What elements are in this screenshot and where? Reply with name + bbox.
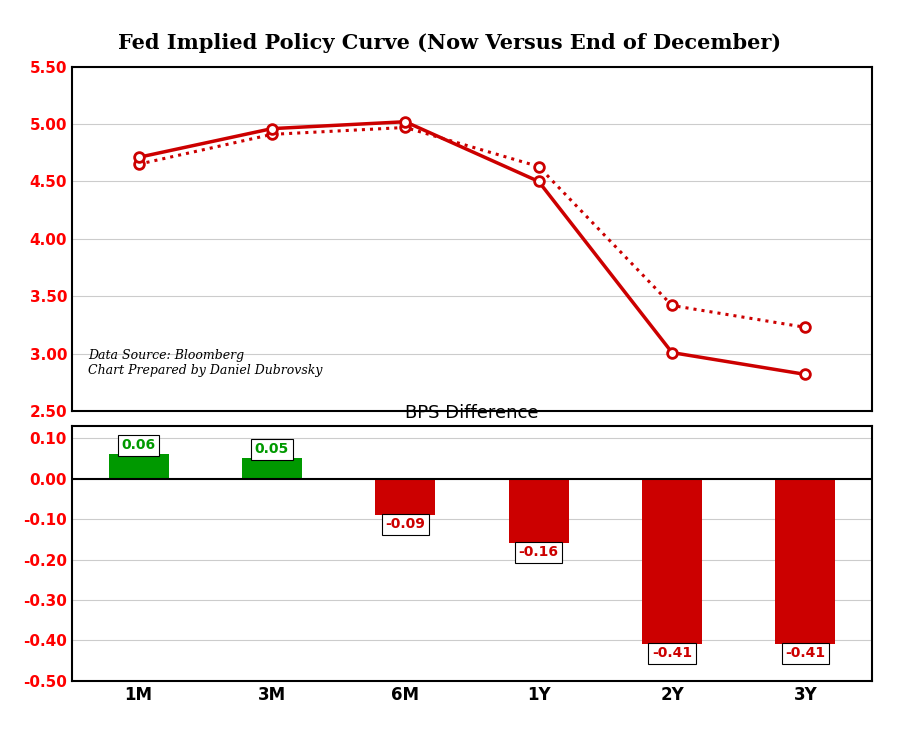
Text: 0.05: 0.05 bbox=[254, 443, 289, 457]
Bar bbox=[509, 479, 569, 543]
Bar bbox=[109, 454, 169, 479]
Text: -0.16: -0.16 bbox=[519, 545, 558, 559]
Text: 0.06: 0.06 bbox=[121, 438, 156, 452]
Text: Data Source: Bloomberg
Chart Prepared by Daniel Dubrovsky: Data Source: Bloomberg Chart Prepared by… bbox=[88, 349, 323, 377]
Title: BPS Difference: BPS Difference bbox=[405, 404, 539, 422]
Text: Fed Implied Policy Curve (Now Versus End of December): Fed Implied Policy Curve (Now Versus End… bbox=[118, 33, 781, 53]
Bar bbox=[242, 459, 302, 479]
Text: -0.41: -0.41 bbox=[786, 647, 825, 660]
Bar bbox=[642, 479, 702, 645]
Bar bbox=[775, 479, 835, 645]
Legend: 12/30/2022, 1/27/2023: 12/30/2022, 1/27/2023 bbox=[316, 473, 628, 500]
Text: -0.41: -0.41 bbox=[652, 647, 692, 660]
Text: -0.09: -0.09 bbox=[386, 517, 425, 531]
Bar bbox=[375, 479, 435, 515]
